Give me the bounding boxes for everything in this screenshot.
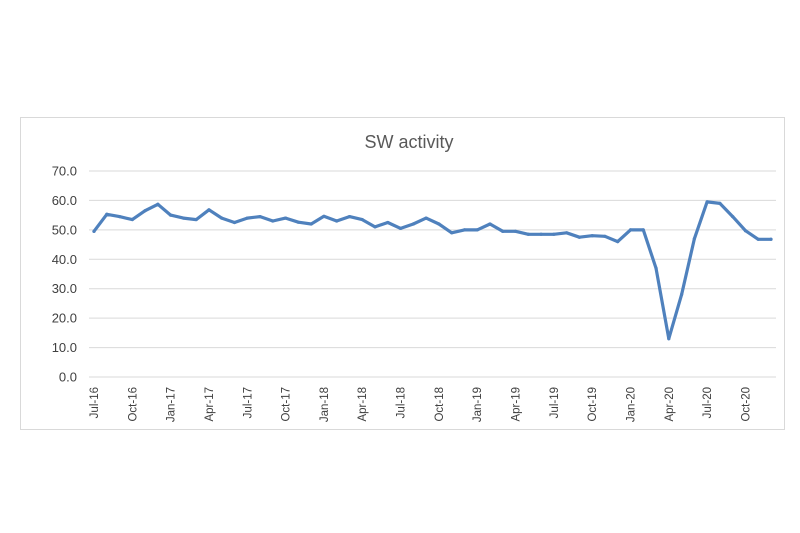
data-point bbox=[335, 219, 339, 223]
data-point bbox=[105, 212, 109, 216]
data-point bbox=[513, 229, 518, 233]
data-point bbox=[258, 215, 262, 219]
series-line bbox=[92, 200, 773, 341]
data-point bbox=[194, 217, 198, 222]
data-point bbox=[679, 293, 684, 297]
data-point bbox=[462, 228, 467, 232]
x-tick-label: Oct-18 bbox=[434, 387, 446, 422]
x-tick-label: Apr-18 bbox=[357, 387, 369, 422]
x-tick-label: Apr-19 bbox=[511, 387, 523, 422]
x-tick-label: Jan-18 bbox=[319, 387, 331, 422]
chart-title: SW activity bbox=[364, 132, 453, 152]
x-tick-label: Jul-17 bbox=[242, 387, 254, 418]
data-point bbox=[411, 222, 415, 226]
data-point bbox=[386, 220, 390, 225]
y-tick-label: 10.0 bbox=[52, 340, 77, 355]
data-point bbox=[718, 201, 722, 205]
series-layer bbox=[92, 200, 773, 341]
x-tick-label: Apr-20 bbox=[664, 387, 676, 422]
x-tick-label: Jan-20 bbox=[625, 387, 637, 422]
data-point bbox=[296, 220, 300, 224]
x-tick-label: Jul-18 bbox=[396, 387, 408, 418]
data-point bbox=[641, 228, 645, 232]
data-point bbox=[181, 216, 186, 220]
x-tick-label: Jul-16 bbox=[89, 387, 101, 418]
x-tick-label: Oct-20 bbox=[740, 387, 752, 422]
y-tick-label: 70.0 bbox=[52, 164, 77, 179]
y-tick-label: 0.0 bbox=[59, 370, 77, 385]
x-tick-label: Jul-19 bbox=[549, 387, 561, 418]
data-point bbox=[424, 216, 428, 220]
data-point bbox=[756, 237, 760, 241]
chart-area: SW activity 0.0 10.0 20.0 30.0 40.0 50.0 60.0 7… bbox=[20, 117, 785, 430]
data-point bbox=[654, 266, 658, 270]
data-point bbox=[398, 226, 403, 230]
data-point bbox=[539, 232, 543, 236]
x-tick-label: Apr-17 bbox=[204, 387, 216, 422]
data-point bbox=[565, 231, 569, 235]
data-point bbox=[309, 222, 313, 226]
data-point bbox=[437, 222, 441, 226]
data-point bbox=[169, 213, 173, 217]
x-tick-label: Oct-19 bbox=[587, 387, 599, 422]
data-point bbox=[488, 222, 492, 226]
data-point bbox=[769, 237, 773, 241]
data-point bbox=[322, 214, 326, 218]
data-point bbox=[692, 237, 696, 241]
data-point bbox=[232, 220, 237, 225]
y-tick-label: 30.0 bbox=[52, 281, 77, 296]
line-chart: SW activity 0.0 10.0 20.0 30.0 40.0 50.0 60.0 7… bbox=[52, 132, 776, 422]
x-tick-label: Oct-17 bbox=[281, 387, 293, 422]
data-point bbox=[705, 200, 709, 204]
x-tick-label: Jul-20 bbox=[702, 387, 714, 418]
y-tick-label: 20.0 bbox=[52, 311, 77, 326]
data-point bbox=[743, 229, 748, 233]
data-point bbox=[616, 240, 620, 244]
data-point bbox=[475, 228, 479, 232]
data-point bbox=[526, 232, 530, 236]
x-tick-label: Jan-17 bbox=[166, 387, 178, 422]
data-point bbox=[373, 225, 377, 229]
data-point bbox=[143, 209, 147, 213]
y-axis-ticks: 0.0 10.0 20.0 30.0 40.0 50.0 60.0 70.0 bbox=[52, 164, 77, 385]
data-point bbox=[156, 202, 160, 206]
data-point bbox=[450, 231, 454, 235]
data-point bbox=[347, 215, 352, 219]
data-point bbox=[130, 217, 134, 222]
data-point bbox=[284, 216, 288, 220]
data-point bbox=[220, 216, 224, 220]
data-point bbox=[731, 215, 735, 219]
data-point bbox=[271, 219, 275, 223]
data-point bbox=[552, 232, 556, 236]
data-point bbox=[603, 234, 607, 238]
data-point bbox=[360, 217, 364, 222]
y-tick-label: 50.0 bbox=[52, 222, 77, 237]
y-tick-label: 40.0 bbox=[52, 252, 77, 267]
x-axis-ticks: Jul-16 Oct-16 Jan-17 Apr-17 Jul-17 Oct-17 Jan-… bbox=[89, 387, 752, 422]
gridlines bbox=[89, 170, 776, 378]
data-point bbox=[117, 215, 122, 219]
y-tick-label: 60.0 bbox=[52, 193, 77, 208]
data-point bbox=[628, 228, 633, 232]
data-point bbox=[501, 229, 505, 233]
data-point bbox=[245, 216, 249, 220]
data-point bbox=[590, 234, 594, 238]
x-tick-label: Jan-19 bbox=[472, 387, 484, 422]
data-point bbox=[92, 229, 96, 233]
data-point bbox=[207, 208, 211, 212]
data-point bbox=[667, 337, 671, 341]
data-point bbox=[577, 235, 581, 239]
x-tick-label: Oct-16 bbox=[127, 387, 139, 422]
